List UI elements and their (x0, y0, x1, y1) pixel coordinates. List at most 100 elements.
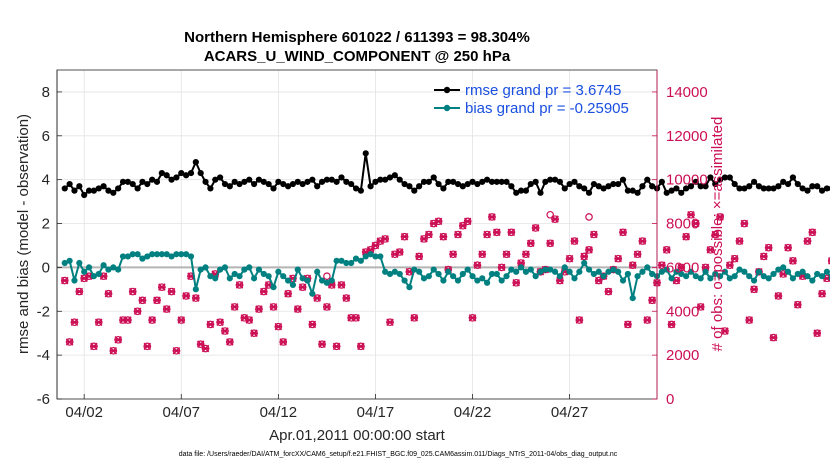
obs-assimilated-marker (259, 287, 268, 296)
obs-assimilated-marker (104, 289, 113, 298)
rmse-point (479, 178, 486, 185)
obs-assimilated-marker (75, 287, 84, 296)
y-tick-label-right: 14000 (666, 84, 708, 101)
bias-point (755, 268, 763, 275)
rmse-point (503, 178, 510, 185)
x-tick-label: 04/12 (260, 404, 298, 421)
bias-point (158, 251, 165, 258)
bias-point (289, 281, 297, 289)
rmse-point (81, 191, 88, 199)
rmse-point (202, 178, 209, 185)
obs-assimilated-marker (352, 314, 360, 322)
bias-point (731, 273, 738, 280)
y-axis-label-right: # of obs: o=possible; ×=assimilated (709, 117, 726, 352)
y-tick-label-left: -2 (37, 303, 50, 320)
obs-assimilated-marker (90, 342, 98, 351)
obs-assimilated-marker (216, 318, 224, 326)
obs-assimilated-marker (706, 246, 715, 254)
rmse-point (488, 178, 496, 185)
rmse-point (731, 180, 738, 188)
obs-assimilated-marker (128, 287, 137, 296)
rmse-point (71, 187, 78, 194)
rmse-point (328, 176, 335, 183)
obs-assimilated-marker (449, 250, 457, 259)
obs-assimilated-marker (488, 213, 496, 221)
bias-point (328, 277, 335, 284)
obs-assimilated-marker (133, 307, 142, 316)
bias-point (532, 273, 539, 280)
bias-point (255, 266, 263, 273)
rmse-point (551, 176, 559, 183)
rmse-point (780, 178, 787, 185)
rmse-point (192, 159, 199, 166)
obs-assimilated-marker (308, 320, 317, 329)
obs-assimilated-marker (468, 314, 477, 322)
rmse-point (270, 185, 277, 192)
obs-assimilated-marker (177, 316, 186, 324)
bias-point (372, 253, 379, 260)
bias-point (610, 266, 617, 273)
rmse-point (76, 183, 83, 190)
chart-title-line1: Northern Hemisphere 601022 / 611393 = 98… (184, 29, 530, 46)
rmse-point (770, 185, 777, 192)
rmse-point (755, 183, 763, 190)
rmse-point (352, 185, 360, 192)
rmse-point (760, 185, 767, 192)
obs-assimilated-marker (628, 261, 637, 269)
bias-point (105, 266, 112, 273)
rmse-point (309, 176, 316, 183)
obs-assimilated-marker (512, 278, 521, 287)
obs-assimilated-marker (624, 320, 632, 329)
rmse-point (299, 180, 306, 188)
x-tick-label: 04/07 (162, 404, 200, 421)
obs-assimilated-marker (570, 237, 579, 245)
rmse-point (275, 178, 282, 185)
rmse-point (527, 180, 534, 188)
rmse-point (644, 176, 651, 183)
rmse-point (435, 180, 442, 188)
obs-assimilated-marker (531, 224, 540, 232)
bias-point (775, 266, 782, 273)
bias-point (493, 270, 500, 278)
obs-assimilated-marker (230, 303, 239, 311)
obs-assimilated-marker (400, 232, 409, 241)
bias-point (784, 268, 792, 275)
bias-point (149, 251, 156, 258)
rmse-point (260, 178, 267, 185)
obs-assimilated-marker (138, 296, 147, 305)
plot-area (57, 70, 657, 399)
obs-possible-marker (546, 210, 555, 219)
bias-point (707, 275, 714, 282)
rmse-point (255, 176, 263, 183)
bias-point (401, 277, 408, 284)
bias-point (110, 264, 117, 271)
rmse-point (129, 180, 136, 188)
bias-point (600, 273, 607, 280)
rmse-point (314, 183, 321, 190)
rmse-point (318, 178, 326, 185)
rmse-point (498, 178, 505, 185)
bias-point (780, 264, 787, 271)
bias-point (804, 273, 811, 280)
y-axis-label-left: rmse and bias (model - observation) (15, 114, 32, 354)
bias-point (212, 275, 219, 282)
rmse-point (289, 180, 297, 188)
bias-point (119, 253, 127, 260)
bias-point (217, 266, 224, 273)
rmse-point (697, 183, 704, 190)
rmse-point (178, 169, 185, 177)
y-tick-label-left: -6 (37, 391, 50, 408)
bias-point (246, 264, 253, 271)
bias-point (663, 266, 670, 273)
y-tick-label-left: 4 (42, 172, 50, 189)
rmse-point (454, 180, 462, 188)
bias-point (721, 268, 729, 275)
obs-assimilated-marker (565, 254, 574, 263)
rmse-point (391, 172, 398, 179)
obs-assimilated-marker (192, 294, 200, 302)
obs-assimilated-marker (493, 228, 501, 237)
rmse-point (217, 174, 224, 181)
bias-point (736, 266, 743, 273)
rmse-point (809, 183, 816, 190)
bias-point (770, 270, 777, 278)
